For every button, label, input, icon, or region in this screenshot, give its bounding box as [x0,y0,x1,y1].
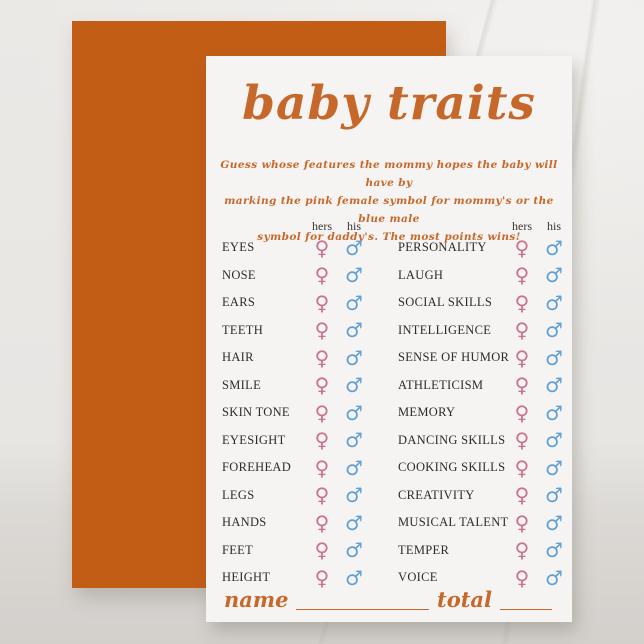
traits-column-right: hers his PERSONALITY ♀ ♂ LAUGH ♀ ♂ SOCIAL SKILLS… [398,218,570,592]
male-symbol[interactable]: ♂ [345,565,363,590]
trait-label: HEIGHT [222,570,271,585]
male-symbol[interactable]: ♂ [345,455,363,480]
traits-grid: hers his EYES ♀ ♂ NOSE ♀ ♂ EARS ♀ ♂ TEETH ♀ ♂ HAIR ♀ ♂ SM… [222,218,572,592]
traits-column-left: hers his EYES ♀ ♂ NOSE ♀ ♂ EARS ♀ ♂ TEETH ♀ ♂ HAIR ♀ ♂ SM… [222,218,370,592]
male-symbol[interactable]: ♂ [345,373,363,398]
trait-label: MEMORY [398,405,456,420]
trait-label: TEETH [222,322,264,337]
male-symbol[interactable]: ♂ [345,345,363,370]
male-symbol[interactable]: ♂ [345,510,363,535]
female-symbol[interactable]: ♀ [314,235,330,260]
female-symbol[interactable]: ♀ [314,565,330,590]
male-symbol[interactable]: ♂ [545,373,563,398]
male-symbol[interactable]: ♂ [545,565,563,590]
female-symbol[interactable]: ♀ [514,510,530,535]
male-symbol[interactable]: ♂ [345,483,363,508]
female-symbol[interactable]: ♀ [314,345,330,370]
trait-label: HAIR [222,350,254,365]
female-symbol[interactable]: ♀ [514,290,530,315]
female-symbol[interactable]: ♀ [514,263,530,288]
male-symbol[interactable]: ♂ [345,290,363,315]
trait-label: LAUGH [398,267,444,282]
card-footer: name total [224,589,552,610]
his-column-header: his [546,219,561,233]
female-symbol[interactable]: ♀ [314,483,330,508]
female-symbol[interactable]: ♀ [314,510,330,535]
name-write-line[interactable] [296,593,429,610]
trait-label: SOCIAL SKILLS [398,295,493,310]
trait-label: INTELLIGENCE [398,322,492,337]
male-symbol[interactable]: ♂ [345,235,363,260]
male-symbol[interactable]: ♂ [545,235,563,260]
male-symbol[interactable]: ♂ [545,345,563,370]
male-symbol[interactable]: ♂ [545,538,563,563]
hers-column-header: hers [512,219,532,233]
female-symbol[interactable]: ♀ [514,565,530,590]
male-symbol[interactable]: ♂ [545,318,563,343]
male-symbol[interactable]: ♂ [345,538,363,563]
name-label: name [224,587,289,612]
trait-label: ATHLETICISM [398,377,484,392]
trait-label: NOSE [222,267,256,282]
trait-label: EYESIGHT [222,432,286,447]
trait-label: SENSE OF HUMOR [398,350,510,365]
female-symbol[interactable]: ♀ [514,345,530,370]
male-symbol[interactable]: ♂ [345,318,363,343]
female-symbol[interactable]: ♀ [514,373,530,398]
female-symbol[interactable]: ♀ [314,428,330,453]
total-label: total [437,587,492,612]
male-symbol[interactable]: ♂ [345,400,363,425]
female-symbol[interactable]: ♀ [314,538,330,563]
female-symbol[interactable]: ♀ [314,290,330,315]
trait-label: FOREHEAD [222,460,292,475]
trait-label: TEMPER [398,542,450,557]
card-title: baby traits [242,76,536,131]
instructions-line: symbol for daddy's. The most points wins… [257,231,521,243]
trait-label: FEET [222,542,254,557]
trait-label: SMILE [222,377,261,392]
trait-label: PERSONALITY [398,240,487,255]
female-symbol[interactable]: ♀ [514,455,530,480]
male-symbol[interactable]: ♂ [545,455,563,480]
instructions: Guess whose features the mommy hopes the… [216,156,562,246]
trait-label: DANCING SKILLS [398,432,506,447]
male-symbol[interactable]: ♂ [545,290,563,315]
female-symbol[interactable]: ♀ [514,235,530,260]
female-symbol[interactable]: ♀ [314,318,330,343]
female-symbol[interactable]: ♀ [314,400,330,425]
female-symbol[interactable]: ♀ [514,428,530,453]
trait-label: COOKING SKILLS [398,460,506,475]
trait-label: CREATIVITY [398,487,475,502]
trait-label: MUSICAL TALENT [398,515,509,530]
his-column-header: his [346,219,361,233]
instructions-line: Guess whose features the mommy hopes the… [220,159,558,189]
hers-column-header: hers [312,219,332,233]
female-symbol[interactable]: ♀ [314,455,330,480]
trait-label: LEGS [222,487,255,502]
trait-label: SKIN TONE [222,405,290,420]
trait-label: EYES [222,240,255,255]
female-symbol[interactable]: ♀ [314,263,330,288]
female-symbol[interactable]: ♀ [514,483,530,508]
female-symbol[interactable]: ♀ [514,400,530,425]
total-write-line[interactable] [500,593,552,610]
male-symbol[interactable]: ♂ [545,263,563,288]
male-symbol[interactable]: ♂ [545,428,563,453]
male-symbol[interactable]: ♂ [545,510,563,535]
game-card: baby traits Guess whose features the mom… [206,56,572,622]
female-symbol[interactable]: ♀ [314,373,330,398]
trait-label: VOICE [398,570,438,585]
female-symbol[interactable]: ♀ [514,538,530,563]
instructions-line: marking the pink female symbol for mommy… [224,195,554,225]
male-symbol[interactable]: ♂ [345,263,363,288]
trait-label: HANDS [222,515,267,530]
trait-label: EARS [222,295,256,310]
female-symbol[interactable]: ♀ [514,318,530,343]
male-symbol[interactable]: ♂ [345,428,363,453]
male-symbol[interactable]: ♂ [545,483,563,508]
male-symbol[interactable]: ♂ [545,400,563,425]
